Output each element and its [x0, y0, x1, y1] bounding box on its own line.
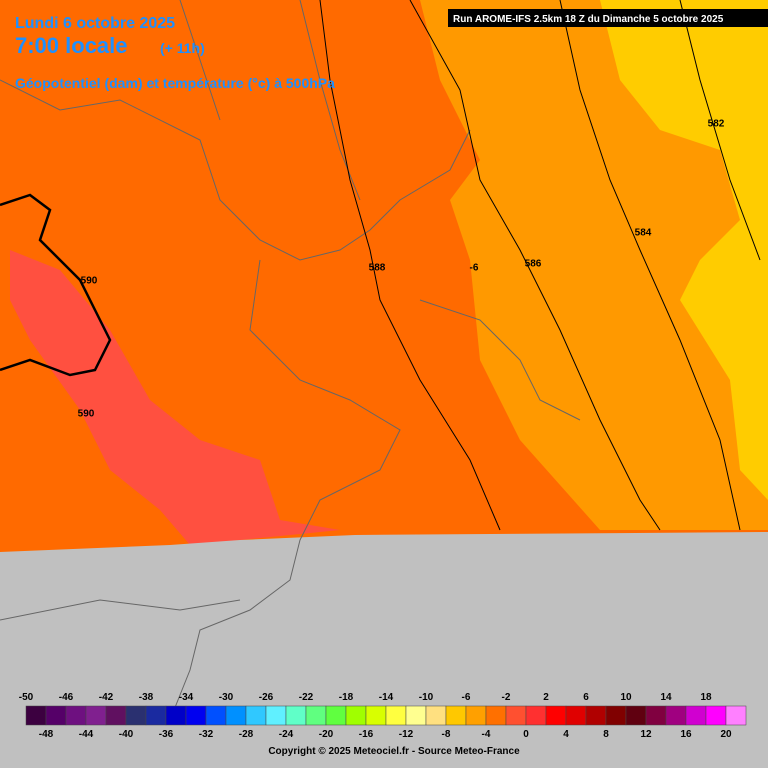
cold-band [10, 250, 340, 545]
legend-label: -38 [139, 692, 154, 703]
contour-label: 586 [525, 259, 542, 270]
contour-label: 590 [78, 409, 95, 420]
borders [0, 0, 581, 721]
legend-swatch [485, 705, 507, 726]
legend-swatch [325, 705, 347, 726]
contour-label: -6 [470, 263, 479, 274]
legend-swatch [205, 705, 227, 726]
legend-swatch [545, 705, 567, 726]
legend-swatch [85, 705, 107, 726]
legend-swatch [585, 705, 607, 726]
legend-swatch [145, 705, 167, 726]
legend-swatch [25, 705, 47, 726]
legend-swatch [105, 705, 127, 726]
legend-label: -44 [79, 729, 94, 740]
legend-label: -12 [399, 729, 414, 740]
legend-swatch [425, 705, 447, 726]
legend-label: -24 [279, 729, 294, 740]
lead-time: (+ 11h) [160, 40, 205, 56]
legend-swatch [345, 705, 367, 726]
legend-label: 8 [603, 729, 609, 740]
legend-swatch [725, 705, 747, 726]
legend-swatch [665, 705, 687, 726]
legend-swatch [385, 705, 407, 726]
legend-swatch [265, 705, 287, 726]
legend-label: -20 [319, 729, 334, 740]
legend-swatch [45, 705, 67, 726]
legend-label: -48 [39, 729, 54, 740]
legend-label: -2 [502, 692, 511, 703]
legend-label: 12 [640, 729, 652, 740]
legend-label: -16 [359, 729, 374, 740]
legend-swatch [565, 705, 587, 726]
legend-swatch [65, 705, 87, 726]
legend-swatch [185, 705, 207, 726]
legend-label: -6 [462, 692, 471, 703]
legend-swatch [445, 705, 467, 726]
legend-label: 10 [620, 692, 632, 703]
legend-label: -8 [442, 729, 451, 740]
legend-label: -26 [259, 692, 274, 703]
legend-label: -42 [99, 692, 114, 703]
contour-label: 584 [635, 228, 652, 239]
legend-swatch [125, 705, 147, 726]
legend-label: -40 [119, 729, 134, 740]
legend-label: 16 [680, 729, 692, 740]
parameter: Géopotentiel (dam) et température (°c) à… [15, 75, 335, 91]
legend-label: -18 [339, 692, 354, 703]
legend-swatch [165, 705, 187, 726]
legend-swatch [505, 705, 527, 726]
run-info: Run AROME-IFS 2.5km 18 Z du Dimanche 5 o… [453, 14, 724, 25]
legend-swatch [525, 705, 547, 726]
legend-swatch [625, 705, 647, 726]
legend-label: 14 [660, 692, 672, 703]
time: 7:00 locale [15, 33, 128, 58]
legend-label: 0 [523, 729, 529, 740]
legend-label: 18 [700, 692, 712, 703]
legend: -50-48-46-44-42-40-38-36-34-32-30-28-26-… [19, 692, 747, 740]
legend-swatch [305, 705, 327, 726]
date: Lundi 6 octobre 2025 [15, 15, 175, 32]
legend-label: -34 [179, 692, 194, 703]
contour-label: 590 [81, 276, 98, 287]
contour-label: 582 [708, 119, 725, 130]
legend-swatch [685, 705, 707, 726]
legend-swatch [245, 705, 267, 726]
no-data-area [0, 532, 768, 768]
legend-swatch [465, 705, 487, 726]
legend-swatch [645, 705, 667, 726]
legend-swatch [605, 705, 627, 726]
legend-label: -14 [379, 692, 394, 703]
legend-label: -36 [159, 729, 174, 740]
legend-label: 20 [720, 729, 732, 740]
contours [319, 0, 761, 531]
legend-label: -10 [419, 692, 434, 703]
copyright: Copyright © 2025 Meteociel.fr - Source M… [268, 746, 520, 757]
warmer-region [600, 0, 768, 500]
legend-label: -46 [59, 692, 74, 703]
legend-label: 4 [563, 729, 569, 740]
legend-swatch [405, 705, 427, 726]
legend-label: -30 [219, 692, 234, 703]
legend-swatch [705, 705, 727, 726]
legend-swatch [225, 705, 247, 726]
legend-label: 6 [583, 692, 589, 703]
legend-swatch [365, 705, 387, 726]
legend-label: -22 [299, 692, 314, 703]
contour-590 [0, 193, 112, 377]
legend-label: -4 [482, 729, 491, 740]
legend-label: -32 [199, 729, 214, 740]
contour-label: 588 [369, 263, 386, 274]
legend-label: 2 [543, 692, 549, 703]
legend-label: -50 [19, 692, 34, 703]
run-box [448, 9, 768, 27]
legend-swatch [285, 705, 307, 726]
legend-label: -28 [239, 729, 254, 740]
